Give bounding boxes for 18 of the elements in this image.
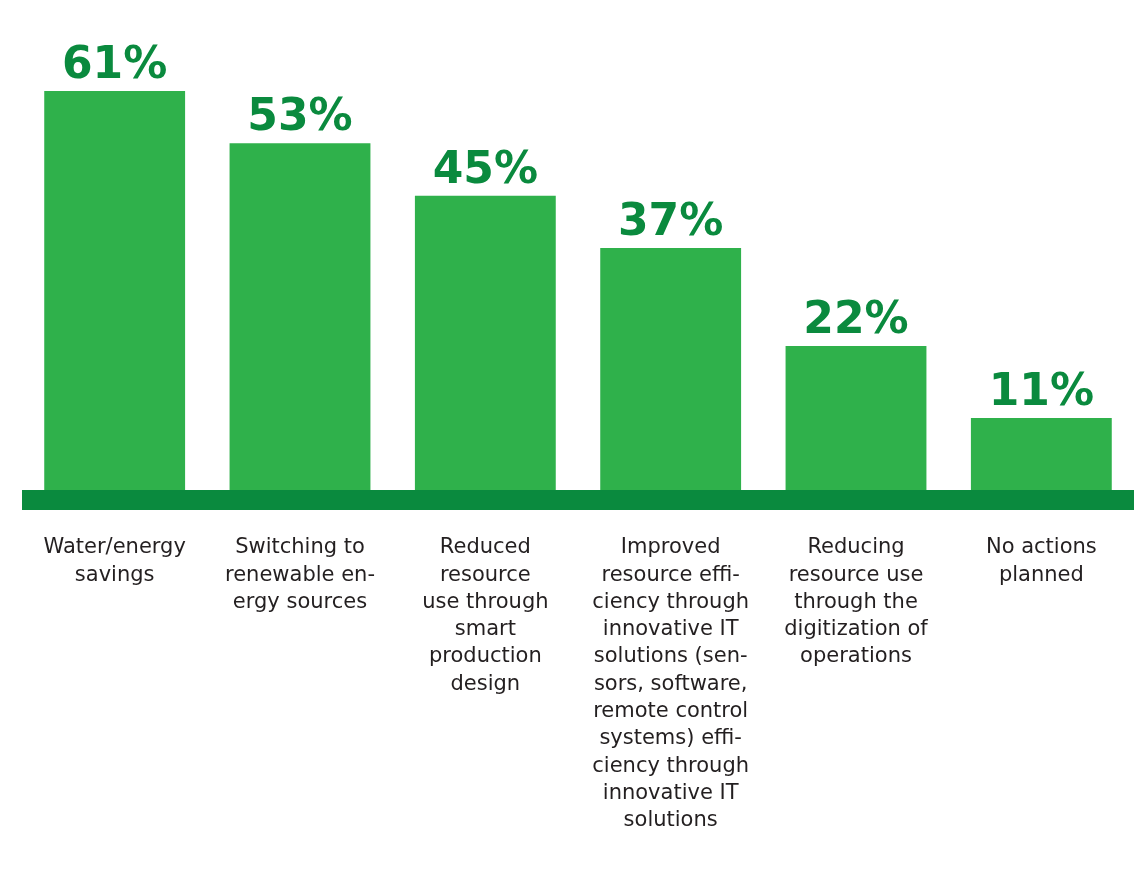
bar	[970, 418, 1112, 490]
x-tick-label: Switching to renewable en- ergy sources	[225, 534, 375, 613]
category-label: Improved resource effi- ciency through innovative IT solutions (sen- sors, software, remote control systems) effi- ciency through innovative IT solutions	[592, 534, 750, 832]
bar	[44, 91, 186, 490]
x-tick-label: No actions planned	[985, 534, 1097, 586]
data-label: 61%	[62, 37, 168, 88]
data-label: 22%	[803, 292, 909, 344]
x-tick-label: Reduced resource use through smart production design	[422, 534, 549, 695]
bar	[785, 346, 927, 490]
x-tick-label: Reducing resource use through the digitization of operations	[784, 534, 929, 668]
x-tick-label: Water/energy savings	[43, 534, 186, 586]
bar	[414, 195, 556, 490]
data-label: 45%	[432, 141, 538, 193]
data-label: 11%	[988, 364, 1094, 416]
bar	[229, 143, 371, 490]
data-label: 37%	[618, 193, 724, 245]
data-label: 53%	[247, 89, 353, 141]
bar	[600, 247, 742, 490]
